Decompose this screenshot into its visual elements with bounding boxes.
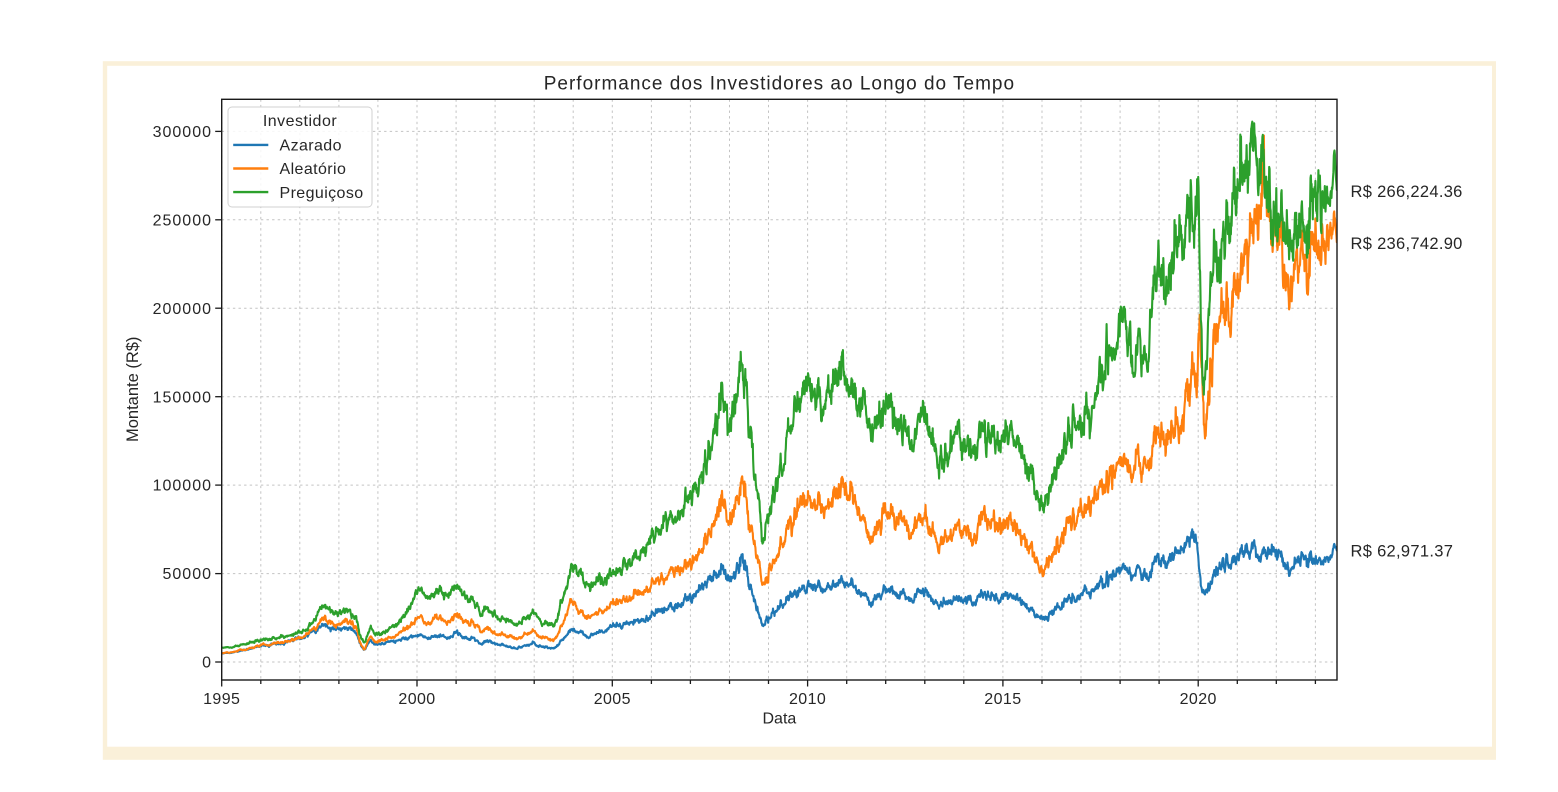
svg-text:200000: 200000	[153, 301, 212, 318]
svg-text:R$ 236,742.90: R$ 236,742.90	[1351, 235, 1463, 253]
svg-text:50000: 50000	[163, 566, 213, 583]
svg-text:R$ 62,971.37: R$ 62,971.37	[1351, 543, 1454, 561]
svg-text:2010: 2010	[789, 691, 826, 708]
svg-text:1995: 1995	[203, 691, 240, 708]
svg-text:Performance dos Investidores a: Performance dos Investidores ao Longo do…	[544, 74, 1015, 95]
svg-text:Data: Data	[763, 711, 797, 728]
svg-text:2015: 2015	[984, 691, 1021, 708]
svg-text:Aleatório: Aleatório	[280, 161, 347, 178]
svg-text:0: 0	[202, 655, 212, 672]
svg-text:R$ 266,224.36: R$ 266,224.36	[1351, 183, 1463, 201]
svg-text:Montante (R$): Montante (R$)	[124, 337, 142, 442]
svg-text:Preguiçoso: Preguiçoso	[280, 185, 364, 202]
svg-text:250000: 250000	[153, 212, 212, 229]
svg-text:Azarado: Azarado	[280, 138, 342, 155]
svg-text:2020: 2020	[1180, 691, 1217, 708]
svg-text:300000: 300000	[153, 124, 212, 141]
svg-text:2000: 2000	[398, 691, 435, 708]
svg-text:Investidor: Investidor	[263, 113, 338, 130]
svg-text:100000: 100000	[153, 478, 212, 495]
svg-text:150000: 150000	[153, 389, 212, 406]
svg-text:2005: 2005	[594, 691, 631, 708]
